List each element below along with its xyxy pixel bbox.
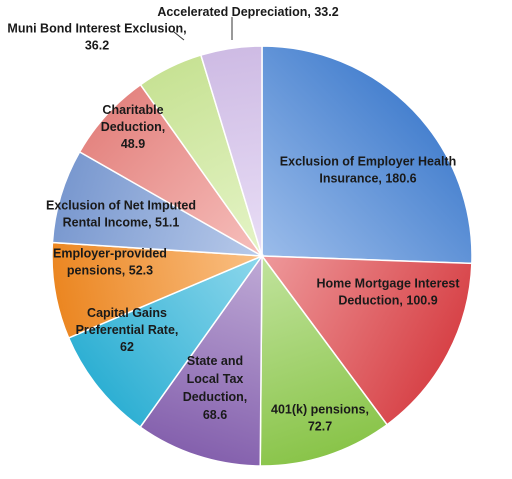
pie-slice <box>199 45 263 257</box>
pie-slice <box>51 241 263 339</box>
leader-lines <box>173 17 233 41</box>
slice-label: Charitable Deduction, 48.9 <box>101 103 166 151</box>
slice-label-line: 72.7 <box>308 420 332 434</box>
slice-label-line: 62 <box>120 340 134 354</box>
slice-label: Muni Bond Interest Exclusion, 36.2 <box>7 22 186 53</box>
slice-label: Accelerated Depreciation, 33.2 <box>157 5 338 19</box>
slice-label-line: pensions, 52.3 <box>67 264 153 278</box>
slice-label-line: Rental Income, 51.1 <box>63 216 180 230</box>
slice-label-line: Exclusion of Net Imputed <box>46 199 196 213</box>
slice-label-line: 36.2 <box>85 39 109 53</box>
slice-label: Employer-provided pensions, 52.3 <box>53 247 167 278</box>
slice-label-line: Home Mortgage Interest <box>316 277 460 291</box>
pie-slice <box>260 255 473 426</box>
slice-label-line: Local Tax <box>187 372 244 386</box>
slice-label: Capital Gains Preferential Rate, 62 <box>76 306 179 354</box>
leader-line <box>173 31 185 41</box>
slice-label-line: Charitable <box>102 103 163 117</box>
slice-label-line: Insurance, 180.6 <box>319 172 416 186</box>
slice-label: Exclusion of Net Imputed Rental Income, 5… <box>46 199 196 230</box>
slice-label-line: Exclusion of Employer Health <box>280 155 456 169</box>
slice-label-line: State and <box>187 354 243 368</box>
slice-label-line: Capital Gains <box>87 306 167 320</box>
slice-label-line: 68.6 <box>203 408 227 422</box>
slice-label: Exclusion of Employer Health Insurance, 1… <box>280 155 456 186</box>
pie-slice <box>67 254 265 429</box>
slice-label-line: Deduction, <box>101 120 166 134</box>
slice-label: Home Mortgage Interest Deduction, 100.9 <box>316 277 460 308</box>
pie-slices <box>51 45 473 467</box>
pie-slice <box>261 45 473 265</box>
slice-label-line: Employer-provided <box>53 247 167 261</box>
slice-label-line: 48.9 <box>121 137 145 151</box>
slice-label: State and Local Tax Deduction, 68.6 <box>183 354 248 422</box>
slice-label-line: Muni Bond Interest Exclusion, <box>7 22 186 36</box>
slice-label-line: 401(k) pensions, <box>271 403 369 417</box>
slice-label-line: Deduction, 100.9 <box>338 294 437 308</box>
slice-labels: Exclusion of Employer Health Insurance, 1… <box>7 5 460 434</box>
pie-slice <box>259 253 389 467</box>
slice-label-line: Preferential Rate, <box>76 323 179 337</box>
slice-label-line: Deduction, <box>183 390 248 404</box>
slice-label: 401(k) pensions, 72.7 <box>271 403 369 434</box>
pie-slice <box>139 253 263 467</box>
slice-label-line: Accelerated Depreciation, 33.2 <box>157 5 338 19</box>
